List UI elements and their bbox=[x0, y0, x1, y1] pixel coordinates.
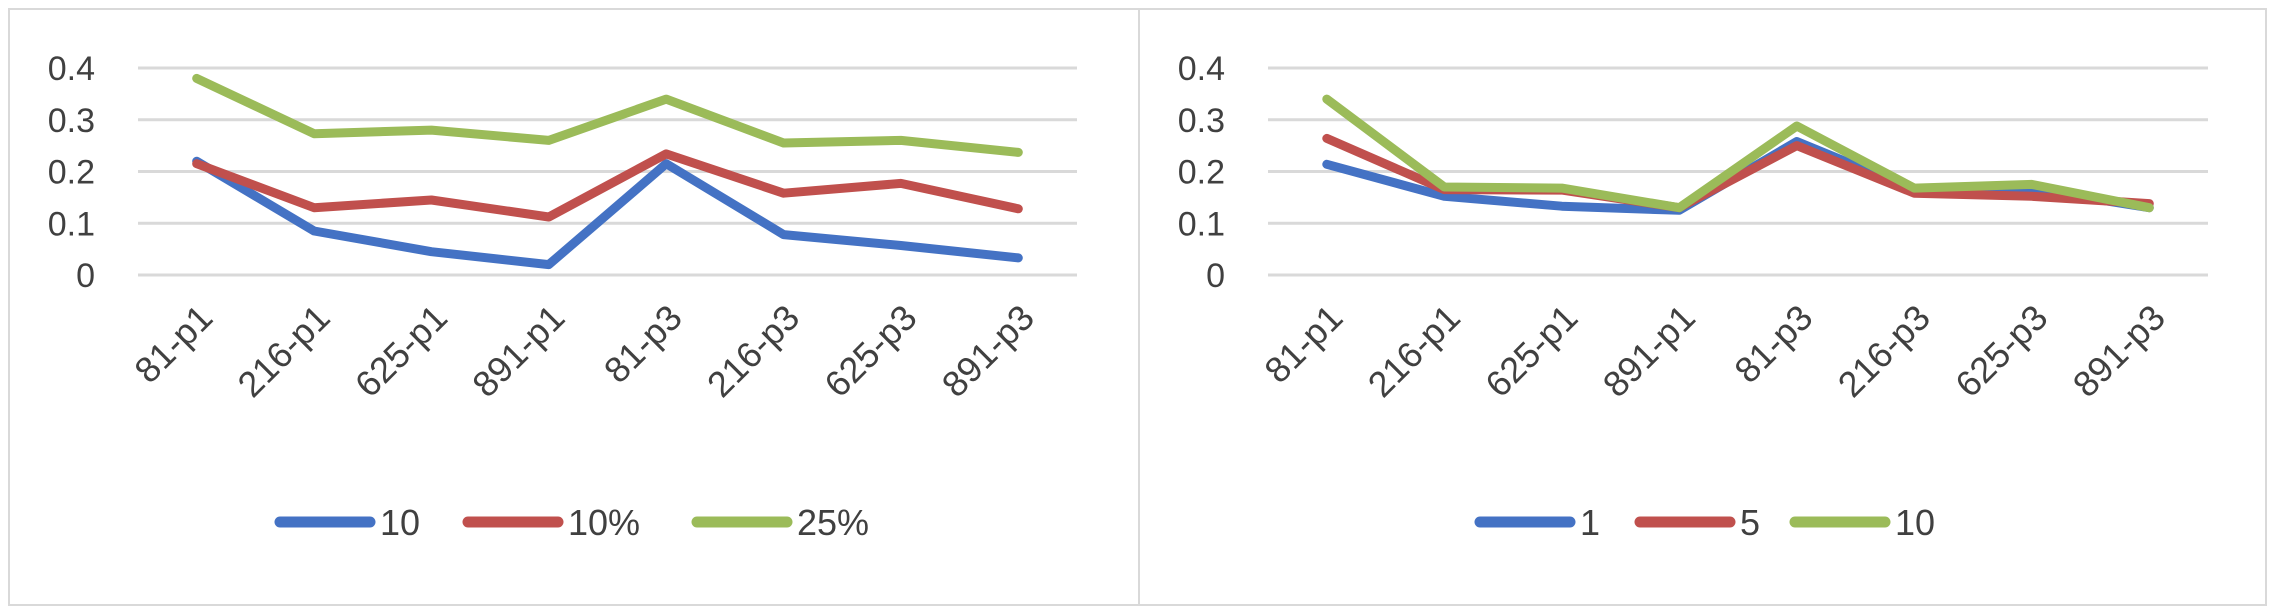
series-line bbox=[192, 149, 1023, 222]
legend-label: 5 bbox=[1740, 502, 1760, 543]
y-tick-label: 0 bbox=[1206, 257, 1225, 295]
legend-label: 10% bbox=[568, 502, 640, 543]
y-tick-label: 0.1 bbox=[1178, 205, 1225, 243]
y-tick-labels: 0 0.1 0.2 0.3 0.4 bbox=[1178, 50, 1225, 295]
legend-label: 10 bbox=[1895, 502, 1935, 543]
series-line bbox=[192, 73, 1023, 157]
y-tick-label: 0.4 bbox=[48, 50, 95, 88]
legend-label: 1 bbox=[1580, 502, 1600, 543]
series-lines bbox=[192, 73, 1023, 270]
legend-label: 25% bbox=[797, 502, 869, 543]
legend: 1 5 10 bbox=[1474, 502, 1935, 543]
chart-panel-left: 00.10.20.30.4 81-p1 216-p1 625-p1 891-p1 81-… bbox=[8, 8, 1140, 606]
y-tick-label: 0 bbox=[76, 257, 95, 295]
y-tick-label: 0.3 bbox=[1178, 102, 1225, 140]
series-line bbox=[192, 156, 1023, 270]
legend: 10 10% 25% bbox=[274, 502, 869, 543]
legend-label: 10 bbox=[380, 502, 420, 543]
y-tick-labels: 0 0.1 0.2 0.3 0.4 bbox=[48, 50, 95, 295]
series-lines bbox=[1322, 94, 2154, 215]
y-tick-label: 0.4 bbox=[1178, 50, 1225, 88]
y-tick-label: 0.2 bbox=[1178, 154, 1225, 192]
chart-border-right bbox=[1138, 8, 2267, 606]
chart-panel-right: 00.10.20.30.4 81-p1 216-p1 625-p1 891-p1 81-… bbox=[1138, 8, 2267, 606]
y-tick-label: 0.2 bbox=[48, 154, 95, 192]
series-line bbox=[1322, 94, 2154, 213]
y-tick-label: 0.3 bbox=[48, 102, 95, 140]
y-tick-label: 0.1 bbox=[48, 205, 95, 243]
chart-border-left bbox=[8, 8, 1140, 606]
